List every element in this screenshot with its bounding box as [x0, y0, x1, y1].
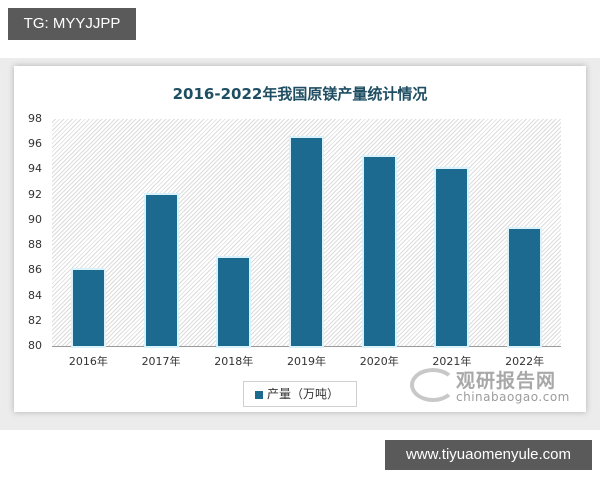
y-tick-label: 92	[28, 187, 42, 201]
bar	[436, 169, 468, 346]
x-tick-label: 2020年	[359, 355, 399, 368]
bar	[509, 228, 541, 346]
swirl-logo-icon	[410, 368, 456, 402]
y-tick-label: 88	[28, 238, 42, 252]
legend-swatch-icon	[255, 390, 263, 399]
x-tick-label: 2018年	[214, 355, 254, 368]
chart-title: 2016-2022年我国原镁产量统计情况	[172, 85, 428, 103]
x-axis-line	[52, 346, 561, 347]
y-tick-label: 82	[28, 313, 42, 327]
top-watermark-tag: TG: MYYJJPP	[8, 8, 136, 40]
legend-label: 产量（万吨）	[267, 387, 340, 401]
x-tick-label: 2016年	[68, 355, 108, 368]
watermark-cn-text: 观研报告网	[456, 370, 557, 392]
x-tick-label: 2021年	[432, 355, 472, 368]
y-tick-label: 86	[28, 263, 42, 277]
y-tick-label: 80	[28, 339, 42, 352]
bottom-watermark-tag: www.tiyuaomenyule.com	[385, 440, 592, 470]
y-tick-label: 84	[28, 288, 42, 302]
y-tick-label: 94	[28, 162, 42, 176]
bar	[145, 194, 177, 346]
legend: 产量（万吨）	[243, 381, 357, 407]
x-tick-label: 2019年	[287, 355, 326, 368]
y-tick-label: 98	[28, 112, 42, 125]
bar	[291, 137, 322, 346]
x-tick-label: 2017年	[141, 355, 181, 368]
bar	[72, 270, 104, 346]
watermark-en-text: chinabaogao.com	[456, 390, 570, 404]
bar	[218, 257, 250, 346]
y-tick-label: 90	[28, 212, 42, 226]
x-tick-label: 2022年	[505, 355, 545, 368]
bar	[363, 156, 395, 346]
y-tick-label: 96	[28, 137, 42, 151]
